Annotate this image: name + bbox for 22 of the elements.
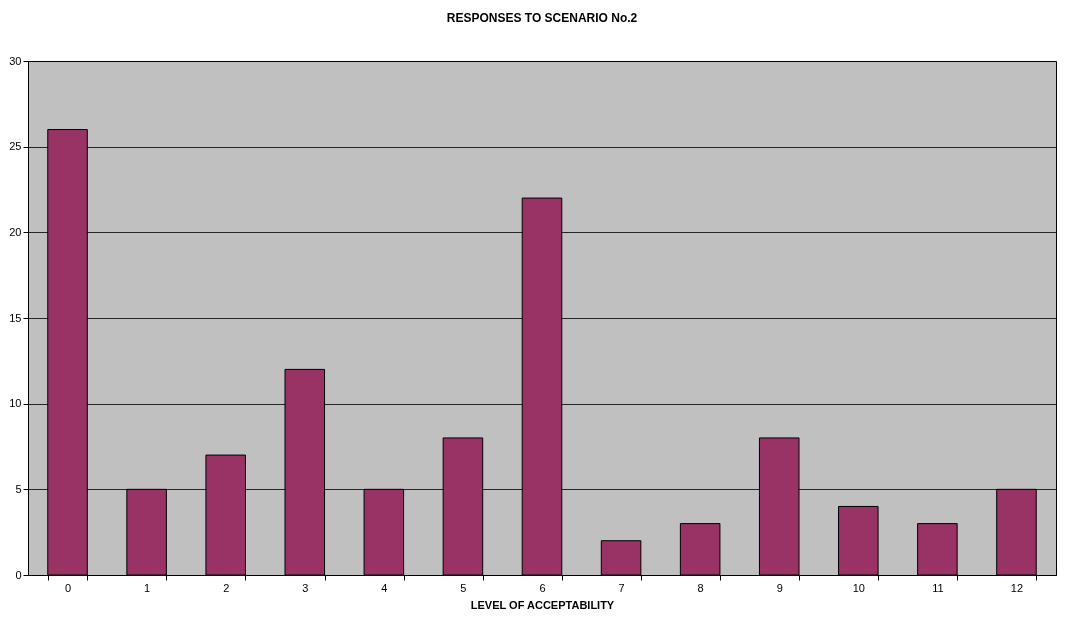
x-tick-label: 11 [932,581,944,594]
y-tick-label: 25 [9,140,22,153]
chart-title: RESPONSES TO SCENARIO No.2 [446,11,638,25]
x-tick-label: 12 [1010,581,1024,594]
y-tick-label: 10 [9,397,22,410]
y-tick-label: 20 [9,225,22,238]
x-tick-label: 5 [460,581,467,594]
x-tick-label: 8 [697,581,704,594]
x-tick-label: 2 [223,581,230,594]
x-tick-label: 4 [381,581,388,594]
x-axis-title: LEVEL OF ACCEPTABILITY [470,598,615,611]
x-tick-label: 10 [852,581,865,594]
y-tick-label: 0 [15,568,22,581]
x-tick-label: 0 [64,581,72,594]
y-tick-label: 5 [15,482,22,495]
x-tick-label: 1 [144,581,151,594]
x-tick-label: 7 [618,581,625,594]
y-tick-label: 15 [9,311,22,324]
x-tick-label: 9 [776,581,783,594]
x-tick-label: 6 [539,581,546,594]
x-tick-label: 3 [302,581,309,594]
y-tick-label: 30 [9,54,22,67]
